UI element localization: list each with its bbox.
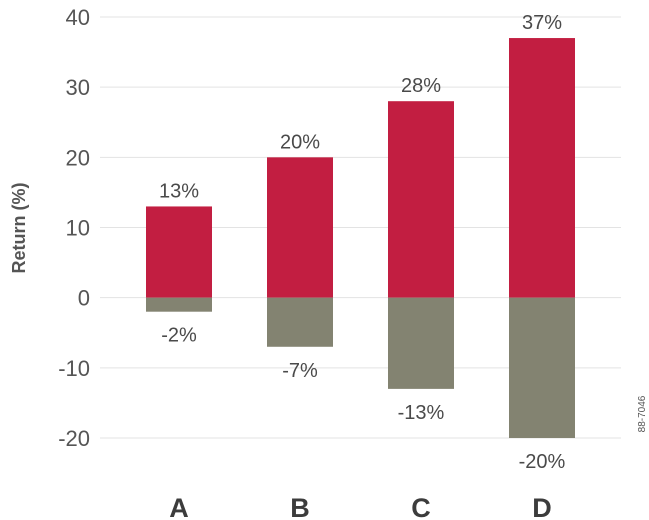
category-labels: A B C D <box>169 493 552 520</box>
negative-value-label-c: -13% <box>398 402 445 424</box>
negative-bar-c <box>388 297 454 389</box>
data-labels: 13% -2% 20% -7% 28% -13% 37% -20% <box>159 12 566 473</box>
positive-value-label-c: 28% <box>401 75 441 97</box>
y-tick-label: 40 <box>66 5 90 30</box>
positive-bar-a <box>146 206 212 298</box>
positive-bar-d <box>509 38 575 298</box>
y-tick-label: -10 <box>58 356 90 381</box>
figure-code: 88-7046 <box>637 395 648 432</box>
negative-value-label-b: -7% <box>282 360 318 382</box>
y-axis-title: Return (%) <box>9 183 29 274</box>
y-tick-label: 10 <box>66 216 90 241</box>
negative-bar-b <box>267 297 333 347</box>
category-label-b: B <box>290 493 310 520</box>
negative-bar-d <box>509 297 575 438</box>
negative-value-label-d: -20% <box>519 451 566 473</box>
y-tick-labels: 40 30 20 10 0 -10 -20 <box>58 5 90 451</box>
category-label-d: D <box>532 493 552 520</box>
y-tick-label: -20 <box>58 426 90 451</box>
positive-bar-c <box>388 101 454 298</box>
y-tick-label: 20 <box>66 145 90 170</box>
positive-bar-b <box>267 157 333 298</box>
positive-value-label-a: 13% <box>159 180 199 202</box>
negative-value-label-a: -2% <box>161 325 197 347</box>
category-label-a: A <box>169 493 189 520</box>
bars <box>146 38 575 438</box>
positive-value-label-b: 20% <box>280 131 320 153</box>
y-tick-label: 0 <box>78 286 90 311</box>
y-tick-label: 30 <box>66 75 90 100</box>
category-label-c: C <box>411 493 431 520</box>
negative-bar-a <box>146 297 212 312</box>
positive-value-label-d: 37% <box>522 12 562 34</box>
